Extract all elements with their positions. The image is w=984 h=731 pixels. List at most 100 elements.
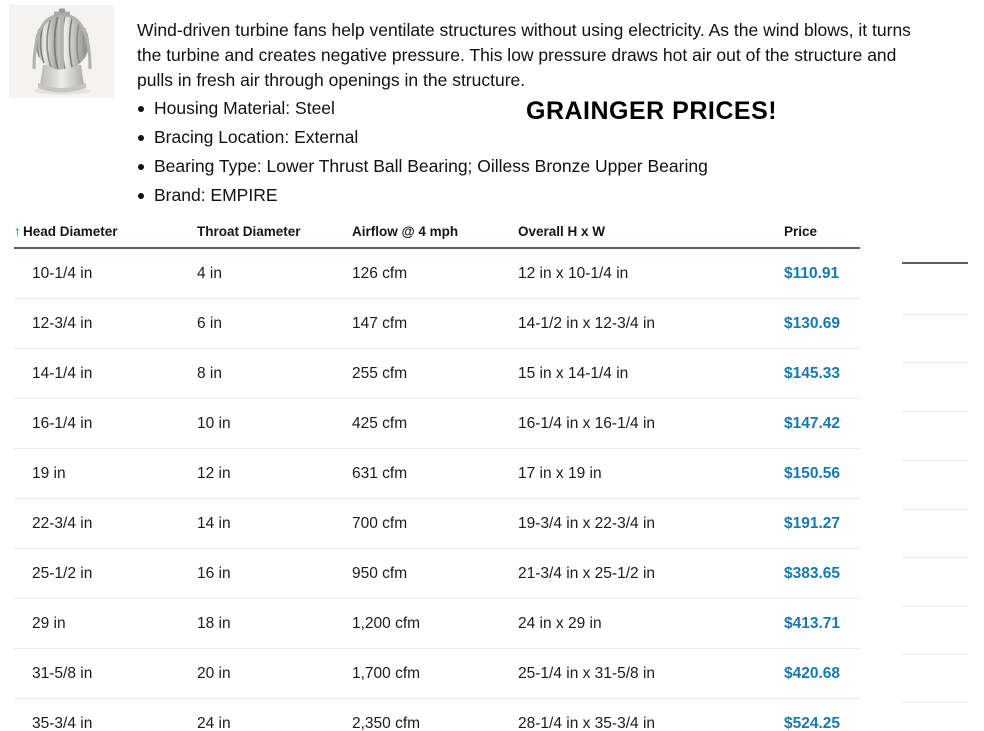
column-header-label: Price bbox=[784, 223, 818, 239]
cell-throat-diameter: 14 in bbox=[197, 514, 231, 532]
fragment-row-border bbox=[902, 654, 968, 655]
spec-table-body: 10-1/4 in 4 in 126 cfm 12 in x 10-1/4 in… bbox=[14, 249, 860, 731]
table-row: 22-3/4 in 14 in 700 cfm 19-3/4 in x 22-3… bbox=[14, 499, 860, 549]
cell-head-diameter: 12-3/4 in bbox=[32, 314, 93, 332]
column-header-head-diameter[interactable]: ↑ Head Diameter bbox=[14, 224, 197, 239]
cell-airflow: 2,350 cfm bbox=[352, 714, 421, 731]
column-header-throat-diameter[interactable]: Throat Diameter bbox=[197, 224, 352, 239]
cell-overall-hxw: 24 in x 29 in bbox=[518, 614, 602, 632]
price-link[interactable]: $524.25 bbox=[784, 714, 841, 731]
cell-head-diameter: 14-1/4 in bbox=[32, 364, 93, 382]
cell-overall-hxw: 28-1/4 in x 35-3/4 in bbox=[518, 714, 656, 731]
cell-airflow: 950 cfm bbox=[352, 564, 408, 582]
table-row: 16-1/4 in 10 in 425 cfm 16-1/4 in x 16-1… bbox=[14, 399, 860, 449]
spec-bullet-list: Housing Material: Steel Bracing Location… bbox=[137, 94, 708, 210]
cell-airflow: 1,200 cfm bbox=[352, 614, 421, 632]
cell-overall-hxw: 21-3/4 in x 25-1/2 in bbox=[518, 564, 656, 582]
cell-throat-diameter: 8 in bbox=[197, 364, 222, 382]
fragment-row-border bbox=[902, 557, 968, 558]
cell-airflow: 631 cfm bbox=[352, 464, 408, 482]
column-header-label: Airflow @ 4 mph bbox=[352, 223, 459, 239]
spec-bullet-text: Bearing Type: Lower Thrust Ball Bearing;… bbox=[154, 156, 708, 176]
table-row: 29 in 18 in 1,200 cfm 24 in x 29 in $413… bbox=[14, 599, 860, 649]
bullet-icon bbox=[138, 106, 144, 112]
cell-airflow: 255 cfm bbox=[352, 364, 408, 382]
cell-overall-hxw: 17 in x 19 in bbox=[518, 464, 602, 482]
table-header-row: ↑ Head Diameter Throat Diameter Airflow … bbox=[14, 215, 860, 249]
spec-price-table: ↑ Head Diameter Throat Diameter Airflow … bbox=[14, 215, 860, 731]
bullet-icon bbox=[138, 135, 144, 141]
price-link[interactable]: $110.91 bbox=[784, 264, 840, 282]
price-link[interactable]: $413.71 bbox=[784, 614, 841, 632]
fragment-row-border bbox=[902, 460, 968, 461]
table-row: 14-1/4 in 8 in 255 cfm 15 in x 14-1/4 in… bbox=[14, 349, 860, 399]
cell-throat-diameter: 20 in bbox=[197, 664, 231, 682]
bullet-icon bbox=[138, 164, 144, 170]
cell-overall-hxw: 16-1/4 in x 16-1/4 in bbox=[518, 414, 656, 432]
column-header-overall-hxw[interactable]: Overall H x W bbox=[518, 224, 784, 239]
fragment-row-border bbox=[902, 411, 968, 412]
cell-overall-hxw: 14-1/2 in x 12-3/4 in bbox=[518, 314, 656, 332]
cell-head-diameter: 29 in bbox=[32, 614, 66, 632]
price-link[interactable]: $150.56 bbox=[784, 464, 841, 482]
cell-head-diameter: 35-3/4 in bbox=[32, 714, 93, 731]
cell-overall-hxw: 19-3/4 in x 22-3/4 in bbox=[518, 514, 656, 532]
turbine-ventilator-illustration bbox=[9, 5, 114, 98]
cell-airflow: 126 cfm bbox=[352, 264, 408, 282]
cell-head-diameter: 10-1/4 in bbox=[32, 264, 93, 282]
price-link[interactable]: $420.68 bbox=[784, 664, 841, 682]
grainger-prices-banner: GRAINGER PRICES! bbox=[526, 97, 778, 125]
spec-bullet-text: Brand: EMPIRE bbox=[154, 185, 278, 205]
price-link[interactable]: $191.27 bbox=[784, 514, 841, 532]
cell-throat-diameter: 4 in bbox=[197, 264, 222, 282]
cell-throat-diameter: 6 in bbox=[197, 314, 222, 332]
cell-airflow: 147 cfm bbox=[352, 314, 408, 332]
cell-airflow: 1,700 cfm bbox=[352, 664, 421, 682]
table-row: 12-3/4 in 6 in 147 cfm 14-1/2 in x 12-3/… bbox=[14, 299, 860, 349]
cell-airflow: 700 cfm bbox=[352, 514, 408, 532]
table-row: 19 in 12 in 631 cfm 17 in x 19 in $150.5… bbox=[14, 449, 860, 499]
spec-bullet-text: Bracing Location: External bbox=[154, 127, 359, 147]
column-header-price[interactable]: Price bbox=[784, 224, 860, 239]
sort-ascending-icon: ↑ bbox=[14, 223, 21, 239]
price-link[interactable]: $145.33 bbox=[784, 364, 841, 382]
table-row: 25-1/2 in 16 in 950 cfm 21-3/4 in x 25-1… bbox=[14, 549, 860, 599]
cell-throat-diameter: 24 in bbox=[197, 714, 231, 731]
spec-bullet-text: Housing Material: Steel bbox=[154, 98, 335, 118]
spec-bullet-item: Brand: EMPIRE bbox=[137, 181, 708, 210]
spec-bullet-item: Bracing Location: External bbox=[137, 123, 708, 152]
cell-throat-diameter: 16 in bbox=[197, 564, 231, 582]
cell-head-diameter: 31-5/8 in bbox=[32, 664, 93, 682]
fragment-row-border bbox=[902, 362, 968, 363]
fragment-row-border bbox=[902, 702, 968, 703]
bullet-icon bbox=[138, 193, 144, 199]
cell-head-diameter: 16-1/4 in bbox=[32, 414, 93, 432]
fragment-row-border bbox=[902, 509, 968, 510]
cell-head-diameter: 22-3/4 in bbox=[32, 514, 93, 532]
cell-head-diameter: 19 in bbox=[32, 464, 66, 482]
price-link[interactable]: $130.69 bbox=[784, 314, 841, 332]
fragment-row-border bbox=[902, 314, 968, 315]
column-header-label: Overall H x W bbox=[518, 223, 606, 239]
table-row: 35-3/4 in 24 in 2,350 cfm 28-1/4 in x 35… bbox=[14, 699, 860, 731]
spec-bullet-item: Bearing Type: Lower Thrust Ball Bearing;… bbox=[137, 152, 708, 181]
product-photo-turbine-ventilator bbox=[9, 5, 114, 98]
cell-throat-diameter: 12 in bbox=[197, 464, 231, 482]
cell-throat-diameter: 10 in bbox=[197, 414, 231, 432]
table-row: 10-1/4 in 4 in 126 cfm 12 in x 10-1/4 in… bbox=[14, 249, 860, 299]
spec-bullet-item: Housing Material: Steel bbox=[137, 94, 708, 123]
product-description: Wind-driven turbine fans help ventilate … bbox=[137, 19, 911, 90]
cell-overall-hxw: 25-1/4 in x 31-5/8 in bbox=[518, 664, 656, 682]
cell-overall-hxw: 15 in x 14-1/4 in bbox=[518, 364, 629, 382]
cell-overall-hxw: 12 in x 10-1/4 in bbox=[518, 264, 629, 282]
column-header-airflow[interactable]: Airflow @ 4 mph bbox=[352, 224, 518, 239]
fragment-row-border bbox=[902, 606, 968, 607]
fragment-header-border bbox=[902, 262, 968, 264]
column-header-label: Throat Diameter bbox=[197, 223, 301, 239]
cell-airflow: 425 cfm bbox=[352, 414, 408, 432]
cell-throat-diameter: 18 in bbox=[197, 614, 231, 632]
table-row: 31-5/8 in 20 in 1,700 cfm 25-1/4 in x 31… bbox=[14, 649, 860, 699]
price-link[interactable]: $383.65 bbox=[784, 564, 841, 582]
price-link[interactable]: $147.42 bbox=[784, 414, 841, 432]
